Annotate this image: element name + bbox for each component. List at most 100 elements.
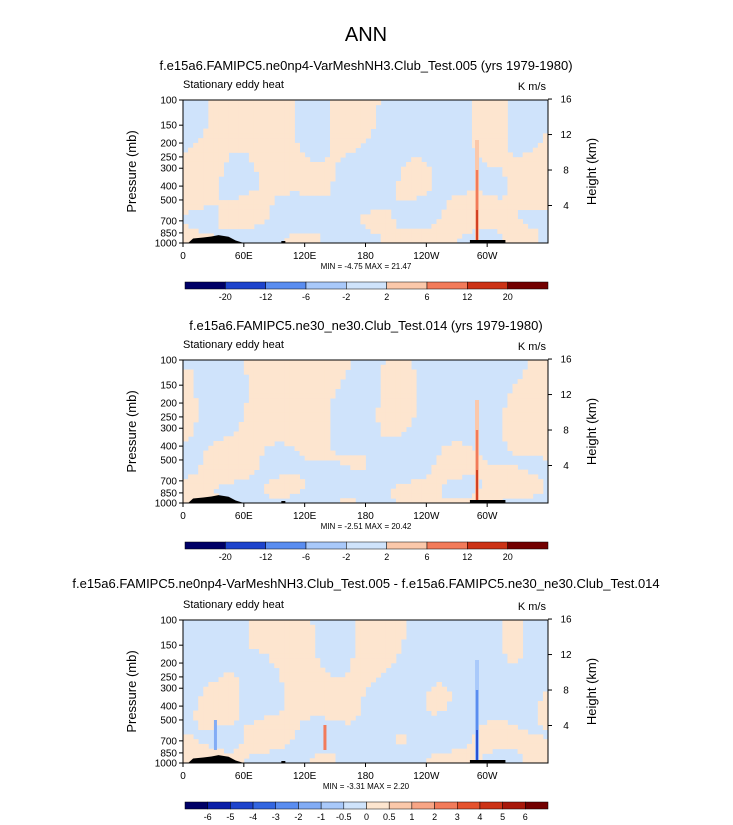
colorbar-box <box>225 281 266 290</box>
min-max-stats: MIN = -3.31 MAX = 2.20 <box>323 782 410 791</box>
colorbar-box <box>184 801 208 810</box>
colorbar-label: 12 <box>462 552 472 562</box>
height-axis-label: Height (km) <box>584 138 599 205</box>
chart-subtitle-left: Stationary eddy heat <box>183 339 284 351</box>
pressure-tick-label: 100 <box>160 356 177 367</box>
longitude-tick-label: 60W <box>477 511 498 522</box>
height-tick-label: 12 <box>560 650 572 661</box>
colorbar-label: -5 <box>226 812 234 822</box>
pressure-tick-label: 100 <box>160 96 177 107</box>
colorbar-box <box>434 801 458 810</box>
colorbar-label: -2 <box>294 812 302 822</box>
topography-mask-small <box>281 501 286 503</box>
colorbar-box <box>388 801 413 810</box>
chart-units: K m/s <box>518 81 547 93</box>
pressure-tick-label: 400 <box>160 182 177 193</box>
height-tick-label: 8 <box>563 686 569 697</box>
heatmap-field <box>183 100 548 243</box>
colorbar-label: 20 <box>503 552 513 562</box>
plume-core <box>476 210 478 243</box>
colorbar-label: -6 <box>302 292 310 302</box>
topography-mask-small <box>281 241 286 243</box>
min-max-stats: MIN = -4.75 MAX = 21.47 <box>321 262 412 271</box>
pressure-tick-label: 1000 <box>155 759 178 770</box>
min-max-stats: MIN = -2.51 MAX = 20.42 <box>321 522 412 531</box>
colorbar-label: 6 <box>424 292 429 302</box>
pressure-tick-label: 200 <box>160 399 177 410</box>
colorbar-label: 0.5 <box>383 812 396 822</box>
colorbar-label: 3 <box>455 812 460 822</box>
pressure-tick-label: 850 <box>160 488 177 499</box>
colorbar-box <box>411 801 435 810</box>
colorbar-label: -3 <box>272 812 280 822</box>
pressure-tick-label: 700 <box>160 736 177 747</box>
colorbar-box <box>252 801 276 810</box>
topography-mask-andes <box>469 500 506 503</box>
colorbar-label: 2 <box>384 552 389 562</box>
plume-core <box>476 470 478 503</box>
pressure-tick-label: 150 <box>160 641 177 652</box>
pressure-tick-label: 150 <box>160 381 177 392</box>
chart-panel-2: f.e15a6.FAMIPC5.ne30_ne30.Club_Test.014 … <box>124 318 599 562</box>
colorbar-box <box>207 801 231 810</box>
pressure-tick-label: 1000 <box>155 239 178 250</box>
pressure-tick-label: 300 <box>160 684 177 695</box>
colorbar-label: 0 <box>364 812 369 822</box>
height-tick-label: 12 <box>560 390 572 401</box>
topography-mask <box>188 755 244 763</box>
colorbar-label: -6 <box>204 812 212 822</box>
colorbar-label: -1 <box>317 812 325 822</box>
colorbar-label: 6 <box>424 552 429 562</box>
feature-neg <box>213 720 217 750</box>
colorbar-label: 5 <box>500 812 505 822</box>
colorbar-label: 4 <box>477 812 482 822</box>
chart-panel-3: f.e15a6.FAMIPC5.ne0np4-VarMeshNH3.Club_T… <box>72 576 659 822</box>
colorbar-label: -12 <box>259 292 272 302</box>
longitude-tick-label: 120E <box>293 251 317 262</box>
height-tick-label: 4 <box>563 721 569 732</box>
height-tick-label: 8 <box>563 166 569 177</box>
pressure-axis-label: Pressure (mb) <box>124 130 139 212</box>
height-axis-label: Height (km) <box>584 398 599 465</box>
pressure-tick-label: 300 <box>160 424 177 435</box>
colorbar-label: -2 <box>342 292 350 302</box>
pressure-tick-label: 500 <box>160 195 177 206</box>
plume-core <box>476 730 478 763</box>
height-axis-label: Height (km) <box>584 658 599 725</box>
pressure-tick-label: 1000 <box>155 499 178 510</box>
chart-panel-1: f.e15a6.FAMIPC5.ne0np4-VarMeshNH3.Club_T… <box>124 58 599 302</box>
heatmap-field <box>183 620 548 763</box>
page-title: ANN <box>345 24 387 46</box>
height-tick-label: 16 <box>560 95 572 106</box>
topography-mask <box>188 235 244 243</box>
colorbar-box <box>426 281 468 290</box>
colorbar-box <box>525 801 549 810</box>
longitude-tick-label: 0 <box>180 511 186 522</box>
topography-mask-small <box>281 761 286 763</box>
colorbar-box <box>457 801 481 810</box>
colorbar-box <box>305 281 347 290</box>
longitude-tick-label: 120E <box>293 511 317 522</box>
pressure-tick-label: 400 <box>160 442 177 453</box>
colorbar-box <box>502 801 526 810</box>
heatmap-field <box>183 360 548 503</box>
chart-title: f.e15a6.FAMIPC5.ne30_ne30.Club_Test.014 … <box>189 318 542 333</box>
colorbar-label: 6 <box>523 812 528 822</box>
longitude-tick-label: 180 <box>357 251 374 262</box>
chart-units: K m/s <box>518 341 547 353</box>
colorbar-box <box>343 801 367 810</box>
pressure-axis-label: Pressure (mb) <box>124 650 139 732</box>
pressure-tick-label: 850 <box>160 748 177 759</box>
colorbar-box <box>320 801 345 810</box>
longitude-tick-label: 60W <box>477 771 498 782</box>
height-tick-label: 12 <box>560 130 572 141</box>
pressure-tick-label: 250 <box>160 152 177 163</box>
height-tick-label: 4 <box>563 461 569 472</box>
colorbar-box <box>426 541 468 550</box>
longitude-tick-label: 120W <box>413 251 440 262</box>
pressure-tick-label: 500 <box>160 455 177 466</box>
colorbar-label: -12 <box>259 552 272 562</box>
colorbar-box <box>184 281 226 290</box>
colorbar-label: -6 <box>302 552 310 562</box>
